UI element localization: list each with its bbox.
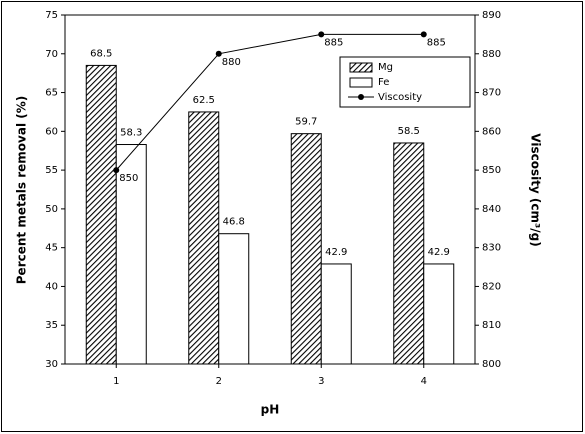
line-value-label: 850: [119, 173, 138, 184]
y2-tick-label: 870: [482, 88, 501, 99]
legend-marker: [358, 94, 364, 100]
y2-tick-label: 800: [482, 359, 501, 370]
y-tick-label: 40: [45, 281, 58, 292]
y-tick-label: 45: [45, 243, 58, 254]
line-value-label: 885: [427, 37, 446, 48]
y2-tick-label: 820: [482, 281, 501, 292]
line-value-label: 880: [222, 57, 241, 68]
y2-tick-label: 840: [482, 204, 501, 215]
x-tick-label: 4: [421, 376, 427, 387]
y2-tick-label: 830: [482, 243, 501, 254]
legend-label: Mg: [378, 62, 393, 73]
y2-axis-label: Viscosity (cm³/g): [529, 133, 543, 247]
y-tick-label: 70: [45, 49, 58, 60]
bar-value-label: 68.5: [90, 48, 112, 59]
bar-value-label: 59.7: [295, 117, 317, 128]
bar-value-label: 42.9: [325, 247, 347, 258]
bar-value-label: 58.3: [120, 128, 142, 139]
bar: [85, 64, 117, 365]
legend-swatch: [349, 77, 373, 88]
x-axis-label: pH: [261, 403, 280, 417]
y2-tick-label: 860: [482, 126, 501, 137]
bar: [115, 144, 147, 365]
bar: [423, 263, 455, 365]
y-tick-label: 55: [45, 165, 58, 176]
bar: [188, 111, 220, 365]
line: [115, 33, 424, 171]
x-tick-label: 3: [318, 376, 324, 387]
legend-swatch: [349, 62, 373, 73]
bar: [393, 142, 425, 365]
bar-value-label: 42.9: [428, 247, 450, 258]
line-point: [215, 50, 222, 57]
y2-tick-label: 890: [482, 10, 501, 21]
bar: [290, 133, 322, 365]
y2-tick-label: 810: [482, 320, 501, 331]
bar-value-label: 46.8: [223, 217, 245, 228]
y-tick-label: 75: [45, 10, 58, 21]
bar: [320, 263, 352, 365]
x-tick-label: 1: [113, 376, 119, 387]
legend-label: Viscosity: [378, 92, 422, 103]
y2-tick-label: 850: [482, 165, 501, 176]
line-point: [420, 31, 427, 38]
plot-border: [64, 14, 476, 365]
y-tick-label: 35: [45, 320, 58, 331]
bar-value-label: 58.5: [398, 126, 420, 137]
y2-tick-label: 880: [482, 49, 501, 60]
y-axis-label: Percent metals removal (%): [15, 96, 29, 284]
y-tick-label: 65: [45, 88, 58, 99]
line-value-label: 885: [324, 37, 343, 48]
line-point: [318, 31, 325, 38]
bar: [218, 233, 250, 365]
y-tick-label: 30: [45, 359, 58, 370]
y-tick-label: 60: [45, 126, 58, 137]
legend-label: Fe: [378, 77, 389, 88]
line-point: [113, 167, 120, 174]
x-tick-label: 2: [216, 376, 222, 387]
y-tick-label: 50: [45, 204, 58, 215]
bar-value-label: 62.5: [193, 95, 215, 106]
